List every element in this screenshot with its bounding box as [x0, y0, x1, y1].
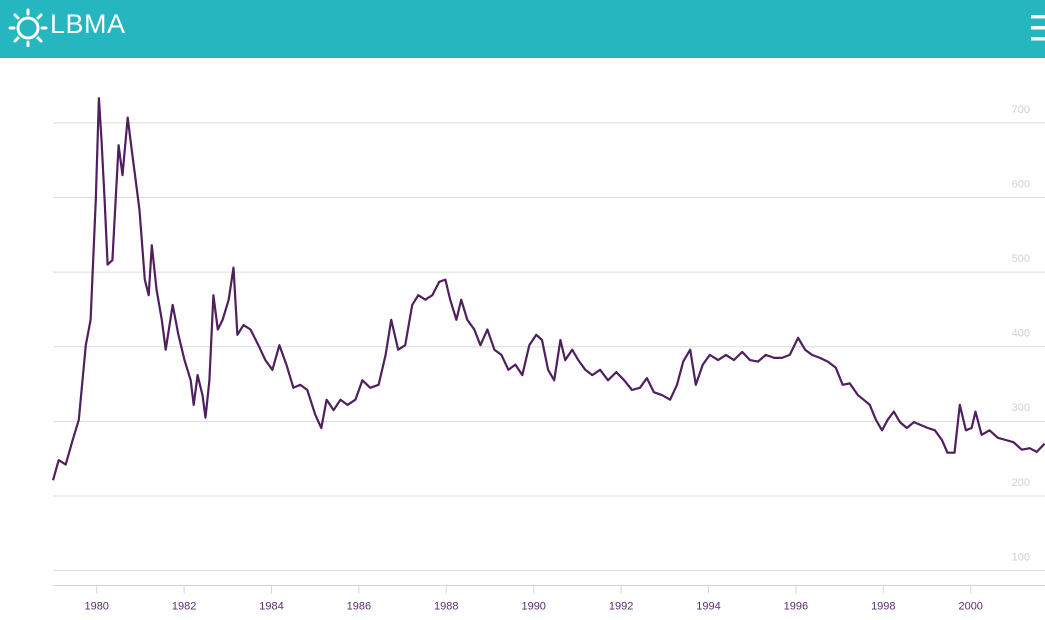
logo-text: LBMA: [50, 9, 126, 39]
y-tick-label: 400: [1012, 328, 1030, 340]
x-tick-label: 2000: [958, 600, 982, 612]
y-tick-label: 500: [1012, 253, 1030, 265]
x-tick-label: 1988: [434, 600, 458, 612]
x-tick-label: 1994: [696, 600, 720, 612]
price-line: [51, 97, 1045, 481]
x-tick-label: 1984: [259, 600, 283, 612]
logo-icon: [8, 8, 48, 47]
y-tick-label: 600: [1012, 178, 1030, 190]
x-tick-label: 1996: [784, 600, 808, 612]
x-tick-label: 1998: [871, 600, 895, 612]
y-tick-label: 300: [1012, 402, 1030, 414]
header-bar: LBMA: [0, 0, 1045, 58]
x-tick-label: 1980: [84, 600, 108, 612]
chart: 100 200 300 400 500 600 700 1980 1982 1984 1986 198…: [51, 97, 1045, 612]
x-tick-label: 1986: [347, 600, 371, 612]
menu-button[interactable]: [1031, 14, 1045, 44]
x-tick-label: 1992: [609, 600, 633, 612]
y-tick-label: 100: [1012, 551, 1030, 563]
x-tick-label: 1982: [172, 600, 196, 612]
y-tick-label: 700: [1012, 104, 1030, 116]
x-tick-label: 1990: [521, 600, 545, 612]
y-tick-label: 200: [1012, 477, 1030, 489]
